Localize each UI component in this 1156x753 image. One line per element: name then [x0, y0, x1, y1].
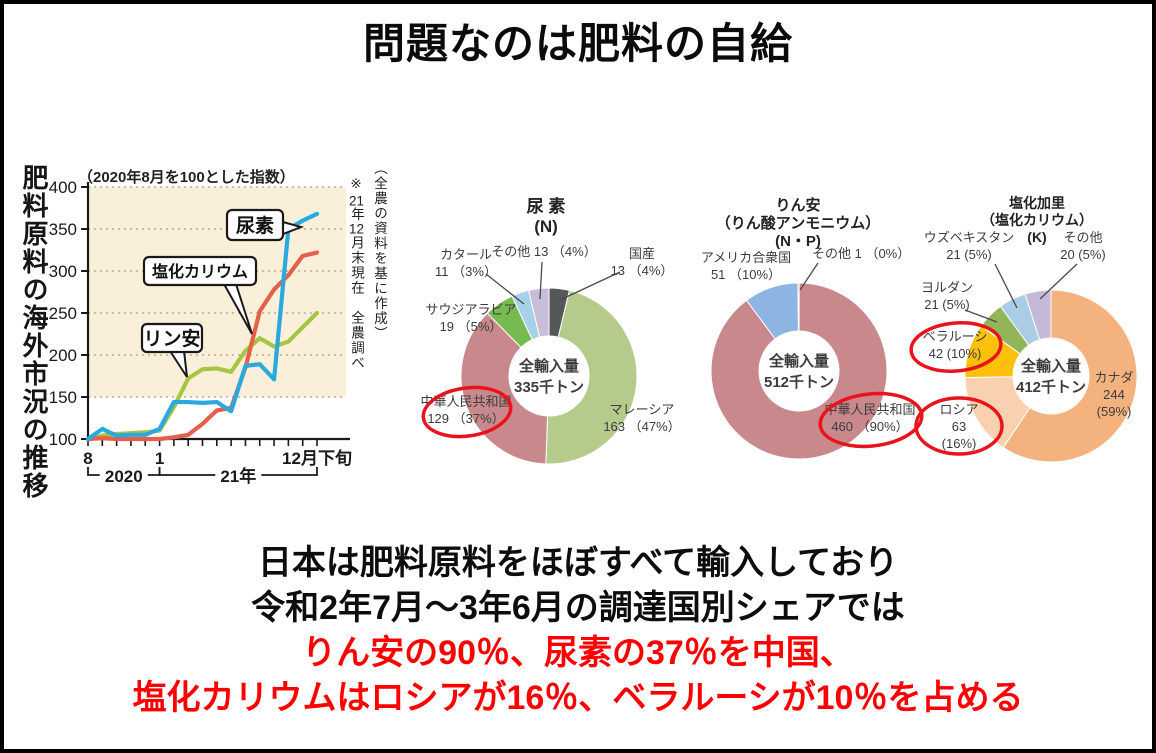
slice-label: 中華人民共和国 460 （90%）: [824, 402, 915, 434]
donut-slice: [527, 287, 550, 338]
line-chart-y-axis-title: 肥料原料の海外市況の推移: [19, 164, 49, 500]
slice-label: カナダ 244 (59%): [1094, 370, 1133, 419]
slice-label: その他 1 （0%）: [812, 246, 910, 261]
donut-slice: [1024, 289, 1052, 341]
donut-center-label: 412千トン: [1016, 379, 1086, 396]
footer-line: りん安の90％、尿素の37％を中国、: [302, 634, 854, 672]
slice-label: その他 20 (5%): [1060, 230, 1106, 262]
label-leader-line: [559, 271, 621, 301]
y-tick-label: 250: [49, 304, 77, 323]
donut-slice: [1002, 289, 1138, 463]
donut-chart-ammonium-phosphate: りん安（りん酸アンモニウム）(N・P) 中華人民共和国 460 （90%） アメリカ合…: [701, 196, 924, 460]
line-series: [85, 250, 320, 442]
series-callout-bubble: [225, 208, 285, 242]
series-callout-label: 尿素: [236, 214, 274, 237]
donut-chart-potassium-chloride: 塩化加里（塩化カリウム）(K) カナダ 244 (59%) ロシア 63 (16%) ベラルー…: [909, 195, 1138, 463]
donut-center-label: 全輸入量: [518, 357, 579, 375]
slice-label: マレーシア 163 （47%）: [603, 402, 680, 434]
donut-title: りん安: [775, 196, 820, 214]
y-tick-label: 400: [49, 178, 77, 197]
series-callout-label: リン安: [143, 327, 200, 350]
y-tick-label: 300: [49, 262, 77, 281]
line-chart-note-source: （全農の資料を基に作成）: [372, 161, 387, 341]
donut-title: (N): [534, 217, 558, 236]
period-bracket: [87, 467, 100, 476]
slice-label: その他 13 （4%）: [491, 244, 596, 259]
line-chart-subtitle: （2020年8月を100とした指数）: [78, 169, 295, 186]
y-tick-label: 200: [49, 346, 77, 365]
slice-label: カタール 11 （3%）: [435, 247, 497, 279]
slide-title: 問題なのは肥料の自給: [362, 20, 793, 67]
label-leader-line: [485, 273, 525, 305]
donut-center-label: 335千トン: [514, 379, 584, 396]
slice-label: 中華人民共和国 129 （37%）: [420, 394, 511, 426]
period-label: 2020: [105, 467, 143, 486]
donut-center-label: 全輸入量: [1020, 357, 1081, 375]
slice-label: ヨルダン 21 (5%): [921, 280, 973, 312]
label-leader-line: [539, 261, 543, 300]
donut-title: (N・P): [775, 233, 821, 250]
series-callout-bubble: [142, 255, 258, 287]
y-tick-label: 350: [49, 220, 77, 239]
donut-center-label: 512千トン: [764, 374, 834, 391]
donut-slice: [797, 282, 800, 332]
footer-line: 日本は肥料原料をほぼすべて輸入しており: [257, 544, 899, 582]
highlight-ellipse: [914, 396, 1004, 456]
label-leader-line: [799, 262, 819, 291]
series-callout-bubble: [140, 322, 204, 354]
x-tick-label: 12月下旬: [282, 448, 352, 468]
donut-title: （塩化カリウム）: [981, 212, 1093, 228]
x-tick-label: 8: [83, 449, 92, 468]
footer-line: 令和2年7月～3年6月の調達国別シェアでは: [251, 589, 905, 627]
x-tick-label: 1: [155, 449, 164, 468]
slice-label: 国産 13 （4%）: [611, 246, 674, 278]
highlight-ellipse: [818, 391, 924, 449]
line-series: [85, 211, 320, 442]
period-label: 21年: [220, 466, 256, 486]
donut-title: （りん酸アンモニウム）: [716, 214, 880, 232]
highlight-ellipse: [421, 385, 513, 439]
donut-slice: [710, 282, 888, 460]
slice-label: ウズベキスタン 21 (5%): [924, 230, 1015, 262]
label-leader-line: [994, 263, 1018, 309]
series-callout-label: 塩化カリウム: [152, 262, 248, 281]
period-bracket: [147, 467, 161, 476]
y-tick-label: 150: [49, 388, 77, 407]
footer-line: 塩化カリウムはロシアが16％、ベラルーシが10％を占める: [132, 679, 1024, 717]
label-leader-line: [1039, 263, 1078, 300]
slice-label: ベラルーシ 42 (10%): [923, 329, 988, 361]
label-leader-line: [964, 309, 998, 323]
y-tick-label: 100: [49, 430, 77, 449]
line-chart-note-survey: ※21年12月末現在 全農調べ: [349, 176, 364, 371]
donut-center-label: 全輸入量: [768, 352, 829, 370]
line-chart: 100 150 200 250 300 350 400 8 1 12月下旬 2020 21年 尿素塩化カ…: [49, 178, 352, 486]
period-bracket: [261, 467, 318, 476]
donut-title: (K): [1027, 229, 1046, 245]
donut-title: 尿 素: [527, 197, 566, 216]
period-bracket: [158, 467, 216, 476]
footer-text: 日本は肥料原料をほぼすべて輸入しており 令和2年7月～3年6月の調達国別シェアでは…: [4, 541, 1152, 721]
highlight-ellipse: [909, 321, 1003, 373]
slice-label: サウジアラビア 19 （5%）: [425, 302, 516, 334]
slice-label: ロシア 63 (16%): [939, 402, 978, 451]
donut-title: 塩化加里: [1009, 195, 1065, 211]
donut-slice: [460, 312, 549, 465]
slice-label: アメリカ合衆国 51 （10%）: [701, 250, 791, 282]
donut-slice: [545, 289, 638, 465]
donut-chart-urea: 尿 素(N) 国産 13 （4%） マレーシア 163 （47%） 中華人民共和国 129 …: [420, 197, 681, 465]
